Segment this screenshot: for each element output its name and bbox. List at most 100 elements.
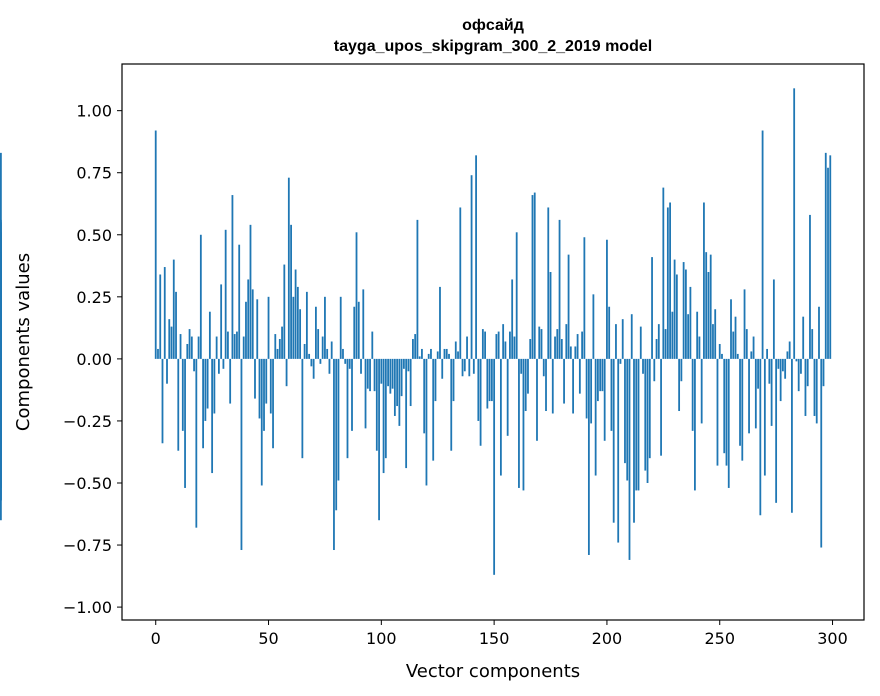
- bar: [382, 358, 385, 474]
- bar: [405, 358, 408, 469]
- bar: [184, 358, 186, 488]
- bar: [748, 358, 750, 434]
- bar: [409, 358, 412, 407]
- y-tick-label: −0.75: [63, 536, 112, 555]
- bar: [635, 358, 638, 491]
- bar: [673, 259, 676, 359]
- bar: [330, 341, 333, 359]
- bar: [766, 348, 768, 359]
- bar: [450, 358, 453, 451]
- bar: [527, 358, 529, 394]
- bar: [254, 358, 256, 399]
- bar: [321, 336, 324, 359]
- bar: [666, 207, 669, 359]
- bar: [324, 296, 326, 359]
- bar: [181, 358, 184, 431]
- bar: [827, 167, 829, 359]
- bar: [398, 358, 401, 426]
- bar: [439, 286, 441, 359]
- bar: [822, 358, 825, 387]
- bar: [633, 358, 635, 523]
- bar: [278, 339, 281, 359]
- bar: [466, 336, 468, 359]
- bar: [538, 326, 541, 359]
- bar: [177, 358, 180, 451]
- bar: [637, 358, 640, 491]
- y-tick-label: 0.75: [76, 164, 112, 183]
- bar: [626, 358, 629, 481]
- bar: [272, 358, 274, 449]
- bar: [364, 358, 367, 429]
- bar: [499, 358, 502, 476]
- bar: [299, 309, 302, 359]
- chart-subtitle: tayga_upos_skipgram_300_2_2019 model: [334, 38, 652, 55]
- bar: [556, 329, 559, 359]
- bar: [606, 239, 608, 359]
- bar: [294, 269, 297, 359]
- bar: [545, 358, 547, 412]
- bar: [333, 358, 335, 551]
- x-tick-label: 50: [258, 629, 278, 648]
- bar: [217, 358, 220, 374]
- bar: [786, 351, 789, 359]
- bar: [384, 358, 387, 459]
- bar: [795, 358, 798, 362]
- bar: [263, 358, 265, 431]
- bar: [407, 358, 410, 372]
- bar: [339, 296, 342, 359]
- bar: [472, 358, 475, 374]
- bar: [725, 358, 728, 466]
- bar: [592, 294, 595, 359]
- x-tick-label: 150: [479, 629, 510, 648]
- bar: [393, 358, 396, 416]
- bar: [373, 358, 376, 392]
- bar: [678, 358, 681, 412]
- bar: [578, 358, 581, 394]
- bar: [642, 358, 644, 374]
- bar: [366, 358, 369, 389]
- bar: [687, 314, 690, 359]
- bar: [741, 358, 744, 461]
- bar: [245, 301, 247, 359]
- bar: [161, 358, 164, 444]
- bar: [292, 296, 295, 359]
- bar: [610, 358, 613, 431]
- bar: [418, 356, 421, 359]
- bar: [285, 358, 288, 387]
- bar: [256, 299, 259, 359]
- bar: [220, 284, 223, 359]
- bar: [608, 306, 611, 359]
- bar: [163, 267, 166, 359]
- bar: [680, 358, 683, 382]
- bar: [443, 348, 446, 359]
- bar: [265, 358, 268, 404]
- bar: [549, 272, 552, 359]
- y-tick-label: 1.00: [76, 102, 112, 121]
- bar: [696, 311, 699, 359]
- bar: [524, 358, 527, 412]
- bar: [258, 358, 261, 419]
- bar: [486, 358, 489, 409]
- x-tick-label: 0: [151, 629, 161, 648]
- bar: [231, 195, 234, 359]
- bar: [793, 88, 796, 359]
- bar: [669, 202, 671, 359]
- bar: [179, 334, 182, 359]
- bar: [353, 306, 356, 359]
- bar: [657, 324, 660, 359]
- bar: [804, 358, 807, 416]
- bar: [594, 358, 597, 476]
- bar: [448, 353, 450, 359]
- bar: [208, 311, 211, 359]
- bar: [675, 274, 678, 359]
- bar: [572, 358, 574, 414]
- y-tick-label: 0.50: [76, 226, 112, 245]
- bar: [247, 279, 250, 359]
- bar: [644, 358, 647, 471]
- bar: [700, 358, 703, 424]
- bar: [694, 358, 696, 491]
- bar: [481, 329, 484, 359]
- bar: [454, 341, 457, 359]
- bar: [475, 155, 477, 359]
- bar: [468, 358, 471, 377]
